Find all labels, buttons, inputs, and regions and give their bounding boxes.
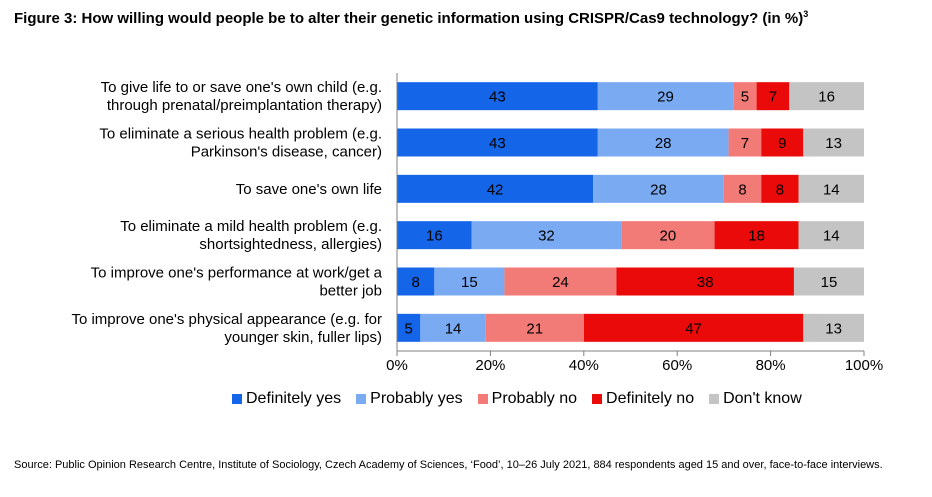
data-label: 9: [778, 135, 786, 152]
chart-legend: Definitely yes Probably yes Probably no Def…: [232, 389, 817, 409]
category-label: To improve one's physical appearance (e.…: [71, 311, 382, 328]
category-label: shortsightedness, allergies): [199, 236, 382, 253]
data-label: 16: [818, 89, 835, 106]
data-label: 42: [487, 181, 504, 198]
data-label: 8: [776, 181, 784, 198]
bar-segment-definitely-no: [583, 313, 804, 342]
bar-segment-probably-no: [485, 313, 584, 342]
legend-label: Probably no: [491, 390, 578, 407]
legend-item: Probably yes: [356, 390, 463, 408]
data-label: 16: [426, 228, 443, 245]
data-label: 29: [657, 89, 674, 106]
legend-label: Don't know: [723, 390, 802, 407]
chart-title: Figure 3: How willing would people be to…: [14, 4, 914, 29]
legend-item: Definitely yes: [232, 390, 341, 408]
source-note: Source: Public Opinion Research Centre, …: [14, 459, 883, 471]
data-label: 47: [685, 320, 702, 337]
category-label: To give life to or save one's own child …: [101, 79, 382, 96]
stacked-bar-chart: 43 29 5 7 16 To give life to or save one's ow…: [71, 73, 883, 374]
data-label: 38: [697, 274, 714, 291]
legend-swatch: [592, 394, 603, 404]
data-label: 20: [660, 228, 677, 245]
x-tick-label: 20%: [475, 357, 505, 374]
data-label: 13: [825, 135, 842, 152]
data-label: 14: [823, 228, 840, 245]
bar-segment-probably-yes: [597, 82, 734, 111]
bar-segment-don-t-know: [803, 313, 864, 342]
bar-segment-definitely-yes: [397, 267, 435, 296]
bar-segment-probably-no: [504, 267, 617, 296]
data-label: 8: [738, 181, 746, 198]
data-label: 18: [748, 228, 765, 245]
data-label: 8: [412, 274, 420, 291]
data-label: 5: [741, 89, 749, 106]
bar-segment-definitely-yes: [397, 313, 421, 342]
data-label: 15: [821, 274, 838, 291]
data-label: 14: [445, 320, 462, 337]
data-label: 28: [650, 181, 667, 198]
bar-segment-probably-no: [728, 128, 762, 157]
bar-segment-definitely-yes: [397, 82, 598, 111]
bar-segment-don-t-know: [793, 267, 864, 296]
bar-segment-probably-yes: [420, 313, 486, 342]
bar-segment-definitely-yes: [397, 128, 598, 157]
chart-title-text: Figure 3: How willing would people be to…: [14, 10, 804, 27]
legend-item: Definitely no: [592, 390, 694, 408]
x-tick-label: 80%: [756, 357, 786, 374]
data-label: 7: [769, 89, 777, 106]
bar-segment-definitely-yes: [397, 174, 594, 203]
x-tick-label: 60%: [662, 357, 692, 374]
bar-segment-probably-no: [621, 221, 715, 250]
bar-segment-probably-yes: [434, 267, 505, 296]
bar-segment-definitely-no: [714, 221, 799, 250]
data-label: 13: [825, 320, 842, 337]
bar-segment-probably-no: [723, 174, 762, 203]
bar-segment-don-t-know: [789, 82, 864, 111]
category-label: through prenatal/preimplantation therapy…: [107, 97, 382, 114]
bar-segment-definitely-yes: [397, 221, 472, 250]
legend-swatch: [356, 394, 367, 404]
x-tick-label: 40%: [569, 357, 599, 374]
data-label: 15: [461, 274, 478, 291]
footnote-marker: 3: [803, 9, 809, 19]
bar-segment-probably-yes: [471, 221, 622, 250]
legend-swatch: [477, 394, 488, 404]
data-label: 24: [552, 274, 569, 291]
bar-segment-probably-yes: [597, 128, 729, 157]
legend-label: Probably yes: [370, 390, 463, 407]
bar-segment-probably-no: [733, 82, 757, 111]
data-label: 7: [741, 135, 749, 152]
data-label: 5: [405, 320, 413, 337]
data-label: 43: [489, 135, 506, 152]
legend-item: Don't know: [709, 390, 802, 408]
x-tick-label: 0%: [386, 357, 408, 374]
category-label: younger skin, fuller lips): [224, 329, 382, 346]
bar-segment-don-t-know: [798, 221, 864, 250]
legend-swatch: [232, 394, 242, 404]
data-label: 14: [823, 181, 840, 198]
bar-segment-don-t-know: [798, 174, 864, 203]
category-label: better job: [319, 283, 382, 300]
bar-segment-don-t-know: [803, 128, 864, 157]
legend-label: Definitely yes: [246, 390, 342, 407]
bar-segment-probably-yes: [593, 174, 724, 203]
category-label: To save one's own life: [236, 181, 382, 198]
legend-swatch: [709, 394, 720, 404]
x-tick-label: 100%: [845, 357, 883, 374]
category-label: To eliminate a mild health problem (e.g.: [120, 218, 382, 235]
legend-item: Probably no: [477, 390, 578, 408]
data-label: 28: [655, 135, 672, 152]
legend-label: Definitely no: [606, 390, 695, 407]
category-label: To eliminate a serious health problem (e…: [99, 126, 382, 143]
bar-segment-definitely-no: [761, 174, 799, 203]
data-label: 21: [526, 320, 543, 337]
bar-segment-definitely-no: [756, 82, 790, 111]
data-label: 43: [489, 89, 506, 106]
bar-segment-definitely-no: [761, 128, 804, 157]
bar-segment-definitely-no: [616, 267, 794, 296]
category-label: Parkinson's disease, cancer): [191, 144, 382, 161]
data-label: 32: [538, 228, 555, 245]
category-label: To improve one's performance at work/get…: [91, 265, 383, 282]
